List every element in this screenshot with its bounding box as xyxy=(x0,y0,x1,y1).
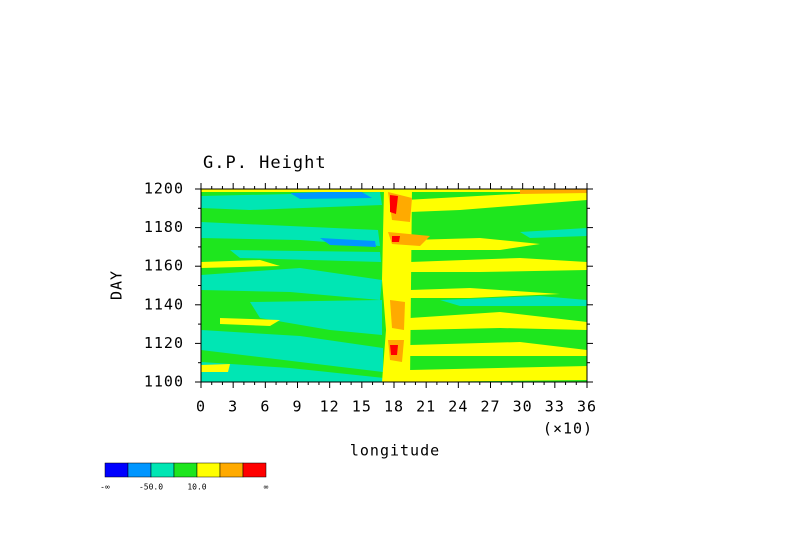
x-tick-label: 24 xyxy=(448,398,468,416)
x-tick-label: 15 xyxy=(352,398,372,416)
x-tick-label: 30 xyxy=(513,398,533,416)
y-tick-label: 1100 xyxy=(144,373,184,391)
colorbar-label: -∞ xyxy=(100,483,110,492)
x-axis-label: longitude xyxy=(350,442,440,460)
colorbar-box xyxy=(196,462,221,478)
colorbar-box xyxy=(127,462,152,478)
x-tick-label: 0 xyxy=(196,398,206,416)
colorbar-label: ∞ xyxy=(264,483,269,492)
x-tick-label: 18 xyxy=(384,398,404,416)
colorbar-box xyxy=(242,462,267,478)
y-tick-label: 1200 xyxy=(144,180,184,198)
x-tick-label: 27 xyxy=(480,398,500,416)
y-tick-label: 1120 xyxy=(144,334,184,352)
y-tick-label: 1160 xyxy=(144,257,184,275)
colorbar-box xyxy=(150,462,175,478)
colorbar-label: 10.0 xyxy=(187,483,206,492)
x-tick-label: 36 xyxy=(577,398,597,416)
x-tick-label: 12 xyxy=(320,398,340,416)
x-tick-label: 9 xyxy=(292,398,302,416)
y-axis-label: DAY xyxy=(108,270,126,300)
y-tick-label: 1140 xyxy=(144,295,184,313)
colorbar-box xyxy=(173,462,198,478)
x-tick-label: 6 xyxy=(260,398,270,416)
x-tick-label: 21 xyxy=(416,398,436,416)
colorbar-label: -50.0 xyxy=(139,483,163,492)
x-tick-label: 3 xyxy=(228,398,238,416)
contour-field xyxy=(201,189,587,382)
chart-title: G.P. Height xyxy=(203,153,327,173)
x-tick-label: 33 xyxy=(545,398,565,416)
colorbar-box xyxy=(104,462,129,478)
x-multiplier: (×10) xyxy=(543,420,593,438)
y-tick-label: 1180 xyxy=(144,218,184,236)
colorbar-box xyxy=(219,462,244,478)
